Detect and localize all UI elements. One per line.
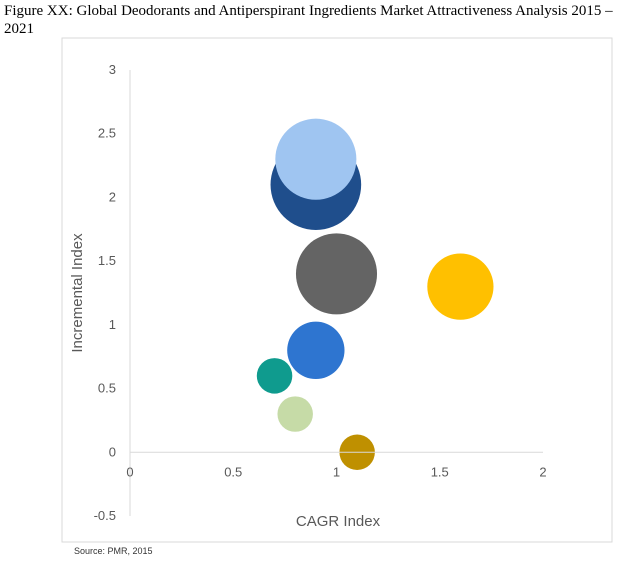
bubble-point (275, 118, 357, 200)
source-note: Source: PMR, 2015 (74, 546, 153, 556)
y-tick-label: -0.5 (94, 508, 116, 523)
plot-area-border (61, 37, 613, 543)
bubble-point (427, 253, 494, 320)
bubble-point (277, 396, 313, 432)
x-tick-label: 0 (126, 464, 133, 479)
bubble-point (256, 358, 293, 394)
chart-title: Figure XX: Global Deodorants and Antiper… (4, 3, 613, 37)
y-tick-label: 1.5 (98, 253, 116, 268)
x-tick-label: 1.5 (431, 464, 449, 479)
bubble-point (295, 233, 378, 315)
x-tick-label: 2 (539, 464, 546, 479)
bubble-point (287, 321, 345, 380)
y-tick-label: 3 (109, 62, 116, 77)
y-tick-label: 0.5 (98, 381, 116, 396)
y-axis-title: Incremental Index (69, 233, 86, 353)
y-tick-label: 1 (109, 317, 116, 332)
x-axis-title: CAGR Index (296, 513, 381, 530)
y-tick-label: 0 (109, 444, 116, 459)
y-tick-label: 2 (109, 189, 116, 204)
y-tick-label: 2.5 (98, 126, 116, 141)
x-tick-label: 0.5 (224, 464, 242, 479)
x-tick-label: 1 (333, 464, 340, 479)
